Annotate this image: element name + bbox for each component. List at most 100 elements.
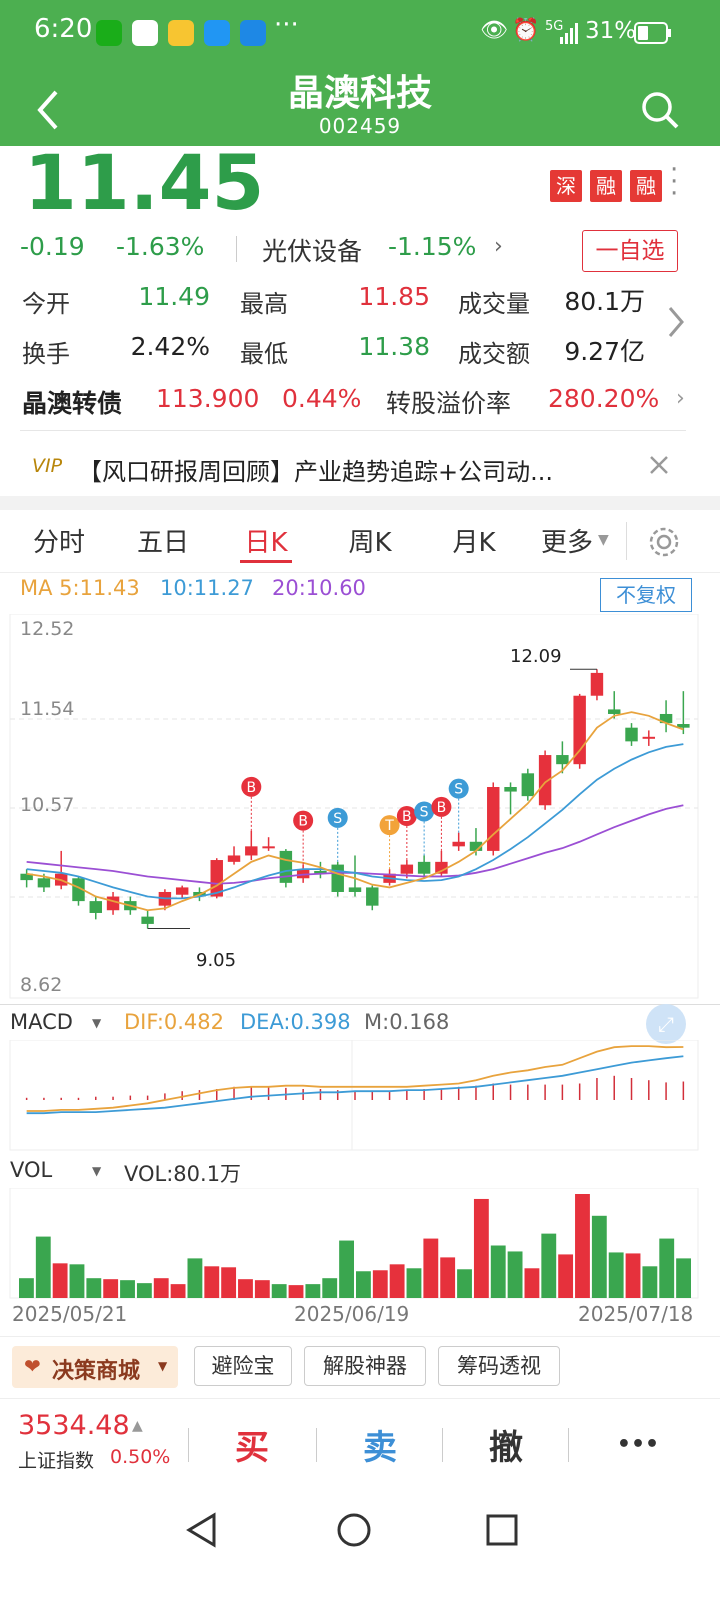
candle-body	[556, 755, 569, 765]
more-menu-icon[interactable]: · · ·	[670, 155, 679, 209]
tool-stock-analyzer[interactable]: 解股神器	[304, 1346, 426, 1386]
buy-button[interactable]: 买	[235, 1428, 269, 1468]
volume-bar	[356, 1271, 371, 1298]
volume-bar	[642, 1266, 658, 1298]
adjust-button[interactable]: 不复权	[600, 578, 692, 612]
tab-intraday[interactable]: 分时	[32, 528, 85, 558]
nav-back-icon[interactable]	[184, 1512, 220, 1548]
current-price: 11.45	[24, 138, 265, 227]
signal-label: B	[298, 814, 308, 830]
volume-bar	[507, 1251, 523, 1298]
x-label-end: 2025/07/18	[578, 1302, 694, 1326]
sector-change[interactable]: -1.15%	[388, 232, 477, 261]
signal-label: S	[454, 782, 463, 798]
candle-body	[314, 870, 327, 874]
back-icon[interactable]	[34, 88, 62, 132]
volume-bar	[541, 1233, 557, 1298]
low-label: 最低	[240, 340, 288, 368]
section-separator	[0, 496, 720, 510]
index-value[interactable]: 3534.48	[18, 1410, 130, 1441]
heart-icon: ❤	[24, 1354, 41, 1378]
divider	[442, 1428, 443, 1462]
tab-five-day[interactable]: 五日	[136, 528, 189, 558]
dropdown-icon[interactable]: ▼	[598, 532, 609, 548]
sell-button[interactable]: 卖	[363, 1428, 397, 1468]
candle-body	[262, 846, 275, 849]
candle-body	[573, 695, 586, 765]
close-icon[interactable]	[648, 454, 670, 476]
search-icon[interactable]	[640, 90, 680, 130]
expand-chevron-icon[interactable]	[664, 302, 688, 342]
shop-button[interactable]: ❤ 决策商城 ▼	[12, 1346, 178, 1388]
signal-badge	[293, 810, 314, 831]
candle-body	[590, 672, 604, 696]
index-change: 0.50%	[110, 1446, 171, 1468]
sector-name[interactable]: 光伏设备	[262, 237, 363, 266]
tag-margin: 融	[590, 170, 622, 202]
signal-badge	[414, 801, 435, 822]
cancel-order-button[interactable]: 撤	[489, 1428, 523, 1468]
vol-selector[interactable]: VOL	[10, 1158, 53, 1182]
divider	[20, 430, 686, 431]
vol-dropdown-icon[interactable]: ▼	[92, 1164, 102, 1178]
candle-body	[469, 841, 483, 851]
min-price-label: 9.05	[196, 950, 237, 971]
ma20-legend: 20:10.60	[272, 576, 366, 600]
candle-body	[487, 787, 500, 851]
tool-chip-view[interactable]: 筹码透视	[438, 1346, 560, 1386]
chevron-right-icon[interactable]: ›	[494, 234, 503, 259]
signal-badge	[241, 776, 262, 797]
divider	[0, 1398, 720, 1399]
candle-body	[435, 861, 448, 874]
tab-daily-k[interactable]: 日K	[244, 528, 288, 558]
signal-icon	[560, 23, 578, 44]
signal-badge	[448, 778, 469, 799]
message-icon	[204, 20, 230, 46]
volume-bar	[254, 1280, 270, 1298]
max-price-label: 12.09	[510, 646, 562, 667]
settings-gear-icon[interactable]	[646, 524, 682, 560]
signal-badge	[396, 806, 417, 827]
volume-bar	[558, 1254, 574, 1298]
chart-frame	[9, 614, 699, 999]
volume-bar	[136, 1283, 152, 1298]
wechat-icon	[96, 20, 122, 46]
volume-bar	[153, 1278, 169, 1298]
bond-name[interactable]: 晶澳转债	[22, 389, 123, 418]
divider	[626, 522, 627, 560]
macd-dif: DIF:0.482	[124, 1010, 225, 1034]
volume-label: 成交量	[458, 290, 530, 318]
candle-body	[677, 724, 690, 728]
app-icon	[132, 20, 158, 46]
volume-bar	[659, 1238, 675, 1298]
nav-home-icon[interactable]	[336, 1512, 372, 1548]
signal-badge	[327, 807, 348, 828]
volume-bar	[19, 1278, 34, 1298]
volume-bar	[170, 1284, 186, 1298]
tab-more[interactable]: 更多	[540, 528, 593, 558]
y-tick-2: 11.54	[20, 698, 75, 720]
nav-recents-icon[interactable]	[486, 1514, 518, 1546]
volume-bar	[271, 1284, 287, 1298]
expand-chart-icon[interactable]: ⤢	[646, 1004, 686, 1044]
news-headline[interactable]: 【风口研报周回顾】产业趋势追踪+公司动...	[78, 458, 553, 486]
signal-label: S	[420, 804, 429, 820]
macd-dropdown-icon[interactable]: ▼	[92, 1016, 102, 1030]
volume-bar	[406, 1268, 422, 1298]
candle-body	[227, 855, 241, 862]
tab-weekly-k[interactable]: 周K	[348, 528, 392, 558]
turnover-value: 2.42%	[130, 332, 210, 361]
tab-monthly-k[interactable]: 月K	[452, 528, 496, 558]
bond-chevron-icon[interactable]: ›	[676, 386, 685, 411]
tool-hedge[interactable]: 避险宝	[194, 1346, 292, 1386]
more-actions-button[interactable]: •••	[616, 1432, 660, 1457]
x-label-start: 2025/05/21	[12, 1302, 128, 1326]
high-value: 11.85	[358, 282, 430, 311]
macd-selector[interactable]: MACD	[10, 1010, 73, 1034]
open-value: 11.49	[138, 282, 210, 311]
signal-label: B	[402, 809, 412, 825]
candlestick-chart[interactable]: BB S TB S BS	[0, 614, 720, 1000]
signal-badge	[379, 815, 400, 836]
add-watchlist-button[interactable]: 一自选	[582, 230, 678, 272]
volume-bar	[457, 1269, 472, 1298]
